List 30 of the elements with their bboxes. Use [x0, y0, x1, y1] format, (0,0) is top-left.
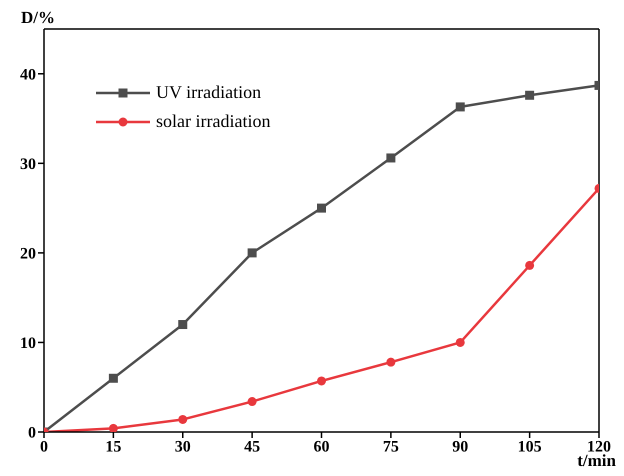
y-tick-label: 0 — [28, 424, 36, 442]
x-tick-label: 0 — [40, 438, 48, 456]
y-tick-label: 40 — [20, 66, 36, 84]
legend-label: solar irradiation — [156, 111, 270, 132]
point — [108, 374, 118, 383]
x-tick-label: 105 — [518, 438, 542, 456]
y-tick-label: 10 — [20, 335, 36, 352]
point — [456, 102, 465, 112]
point — [525, 90, 534, 100]
point — [248, 397, 257, 406]
y-axis-title: D/% — [21, 8, 55, 27]
legend-label: UV irradiation — [156, 82, 262, 103]
point — [248, 248, 257, 258]
point — [108, 424, 118, 432]
point — [525, 260, 534, 270]
x-tick-label: 45 — [244, 438, 260, 456]
x-tick-label: 30 — [174, 438, 191, 456]
point — [178, 320, 188, 330]
point — [386, 358, 396, 367]
point — [386, 153, 396, 162]
point — [317, 376, 326, 386]
point — [178, 414, 188, 424]
point — [317, 204, 326, 213]
point — [456, 338, 465, 347]
y-tick-label: 20 — [20, 246, 36, 263]
y-tick-label: 30 — [20, 156, 36, 174]
x-tick-label: 75 — [382, 438, 399, 456]
x-tick-label: 90 — [452, 438, 468, 456]
x-tick-label: 60 — [314, 438, 330, 456]
x-tick-label: 15 — [105, 438, 122, 456]
